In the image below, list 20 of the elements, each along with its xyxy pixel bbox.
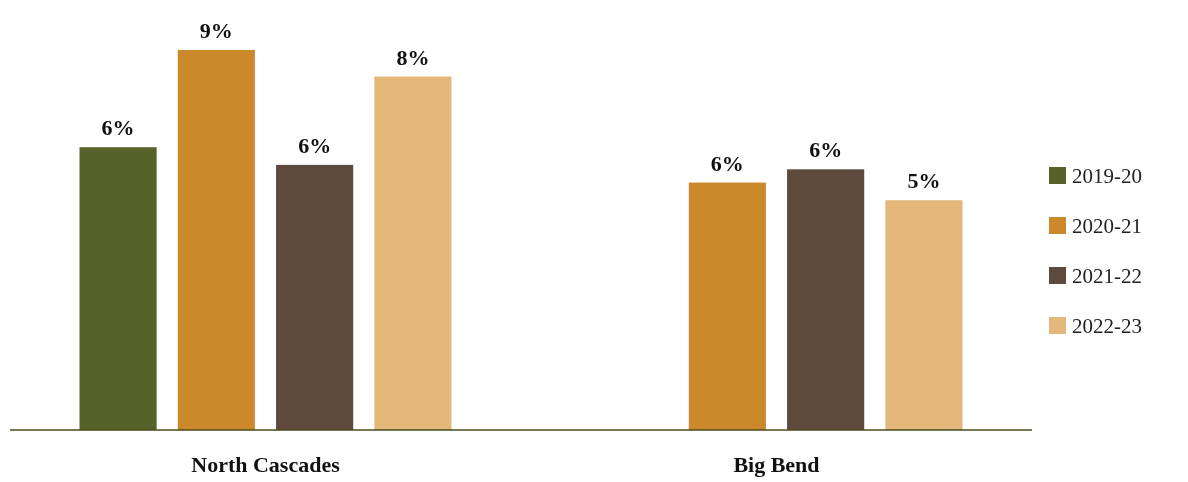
x-tick-label: Big Bend <box>733 452 820 477</box>
legend-label: 2019-20 <box>1072 164 1142 188</box>
data-label: 6% <box>101 115 135 141</box>
bar <box>374 76 452 430</box>
x-tick-label: North Cascades <box>191 452 341 477</box>
data-label: 6% <box>298 132 332 158</box>
legend-label: 2022-23 <box>1072 314 1142 338</box>
bar <box>688 182 766 430</box>
bar <box>885 200 963 430</box>
bar <box>787 169 865 430</box>
data-label: 5% <box>907 168 941 194</box>
bar <box>177 50 255 430</box>
data-label: 6% <box>809 137 843 163</box>
data-label: 6% <box>710 150 744 176</box>
data-label: 9% <box>199 18 233 43</box>
legend-label: 2021-22 <box>1072 264 1142 288</box>
legend-label: 2020-21 <box>1072 214 1142 238</box>
bar <box>79 147 157 430</box>
bar <box>276 164 354 430</box>
data-label: 8% <box>396 44 430 70</box>
